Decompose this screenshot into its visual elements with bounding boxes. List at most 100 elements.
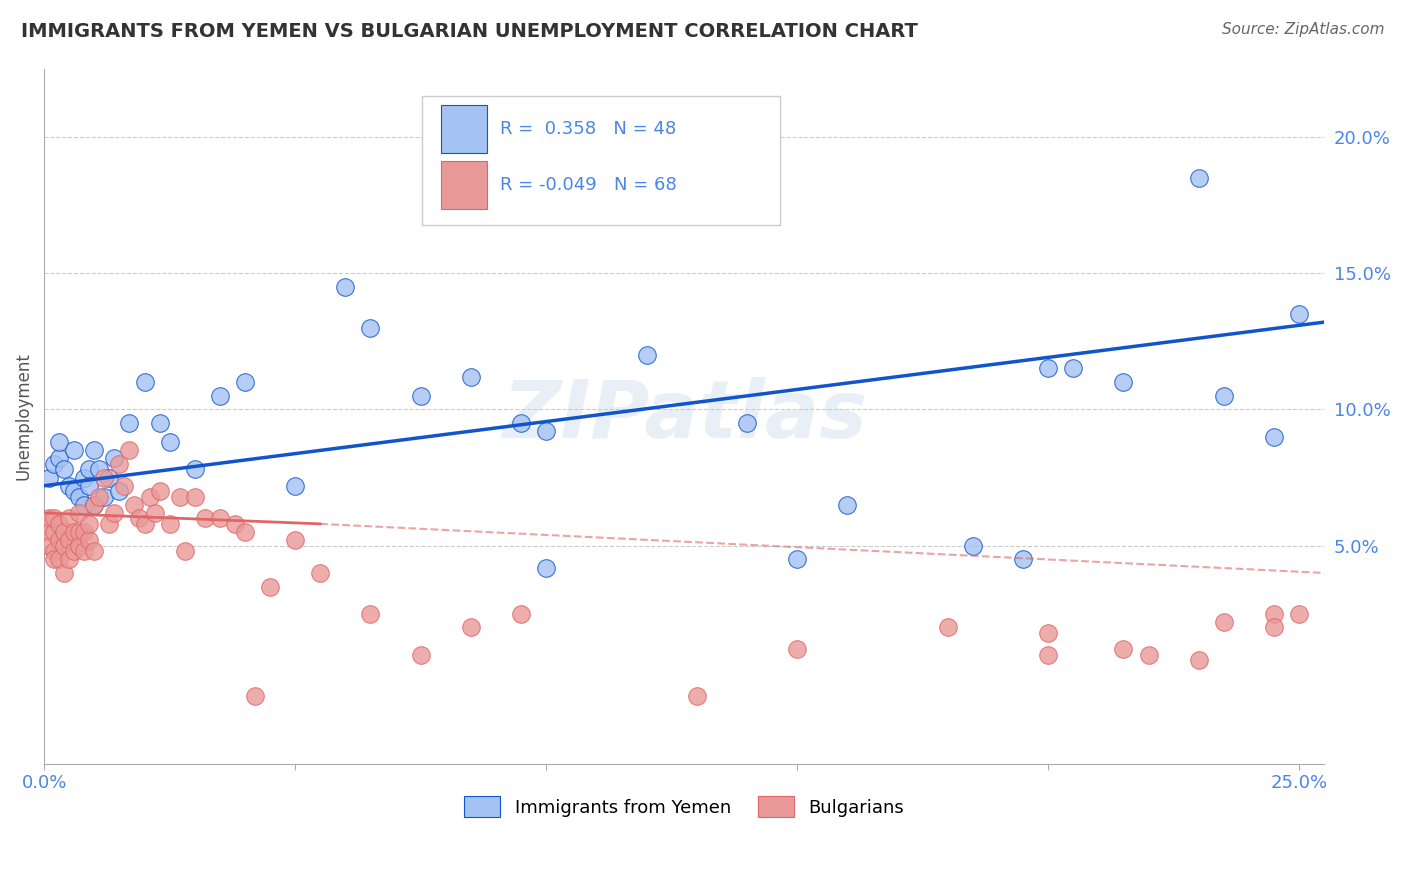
Point (409, 389, 432, 403)
Point (134, 375, 156, 389)
Point (837, 498, 859, 512)
Point (534, 560, 557, 574)
Point (183, 462, 205, 476)
Point (114, 479, 136, 493)
Point (44, 552, 66, 566)
Point (38, 539, 60, 553)
Point (194, 511, 217, 525)
Point (1288, 307, 1310, 321)
Point (98, 470, 121, 484)
Point (93, 490, 115, 504)
Point (38, 524, 60, 539)
Y-axis label: Unemployment: Unemployment (15, 352, 32, 480)
FancyBboxPatch shape (422, 96, 780, 225)
Point (128, 511, 150, 525)
Point (58, 552, 80, 566)
Point (103, 451, 125, 466)
Point (58, 511, 80, 525)
Point (67, 490, 90, 504)
Legend: Immigrants from Yemen, Bulgarians: Immigrants from Yemen, Bulgarians (457, 789, 911, 824)
Point (259, 580, 281, 594)
Point (108, 484, 131, 499)
Point (409, 648, 432, 662)
Point (1212, 389, 1234, 403)
Point (44, 457, 66, 471)
Point (460, 369, 482, 384)
Point (735, 416, 758, 430)
Point (83, 498, 105, 512)
Point (67, 506, 90, 520)
Point (44, 524, 66, 539)
Point (63, 484, 86, 499)
Point (83, 498, 105, 512)
Point (53, 566, 76, 580)
Point (83, 443, 105, 458)
Point (89, 490, 111, 504)
Point (73, 524, 96, 539)
Point (58, 533, 80, 548)
Text: ZIPatlas: ZIPatlas (502, 377, 866, 455)
Point (233, 524, 256, 539)
Point (243, 689, 266, 703)
FancyBboxPatch shape (441, 161, 486, 209)
Point (58, 479, 80, 493)
Point (173, 544, 195, 558)
Point (1062, 361, 1084, 376)
Point (48, 533, 70, 548)
Point (1036, 626, 1059, 640)
Point (1188, 653, 1211, 667)
Point (124, 498, 146, 512)
Point (169, 490, 191, 504)
Point (284, 479, 307, 493)
Point (148, 416, 170, 430)
Point (1263, 607, 1285, 621)
Text: R = -0.049   N = 68: R = -0.049 N = 68 (501, 176, 676, 194)
Point (359, 607, 381, 621)
Point (510, 607, 533, 621)
Point (786, 552, 808, 566)
Point (1012, 552, 1035, 566)
Point (284, 533, 307, 548)
Point (936, 620, 959, 634)
Point (44, 511, 66, 525)
Point (63, 443, 86, 458)
Point (510, 416, 533, 430)
Text: IMMIGRANTS FROM YEMEN VS BULGARIAN UNEMPLOYMENT CORRELATION CHART: IMMIGRANTS FROM YEMEN VS BULGARIAN UNEMP… (21, 22, 918, 41)
Point (67, 524, 90, 539)
Point (460, 620, 482, 634)
Point (962, 539, 984, 553)
Point (159, 435, 181, 450)
Point (1263, 620, 1285, 634)
Point (73, 498, 96, 512)
Point (53, 462, 76, 476)
Text: Source: ZipAtlas.com: Source: ZipAtlas.com (1222, 22, 1385, 37)
Point (148, 484, 170, 499)
Point (79, 462, 101, 476)
Point (79, 479, 101, 493)
Point (79, 533, 101, 548)
Point (1036, 648, 1059, 662)
Point (73, 544, 96, 558)
Point (118, 443, 141, 458)
Point (1137, 648, 1160, 662)
Point (1288, 607, 1310, 621)
Point (1112, 642, 1135, 657)
Point (134, 516, 156, 531)
Point (224, 516, 246, 531)
Point (1188, 170, 1211, 185)
Point (48, 516, 70, 531)
Point (183, 490, 205, 504)
Point (786, 642, 808, 657)
Point (89, 462, 111, 476)
Point (686, 689, 709, 703)
Point (83, 544, 105, 558)
Point (636, 348, 658, 362)
Point (108, 457, 131, 471)
Point (233, 375, 256, 389)
Point (98, 516, 121, 531)
Point (63, 544, 86, 558)
FancyBboxPatch shape (441, 105, 486, 153)
Point (53, 524, 76, 539)
Point (44, 544, 66, 558)
Point (138, 490, 160, 504)
